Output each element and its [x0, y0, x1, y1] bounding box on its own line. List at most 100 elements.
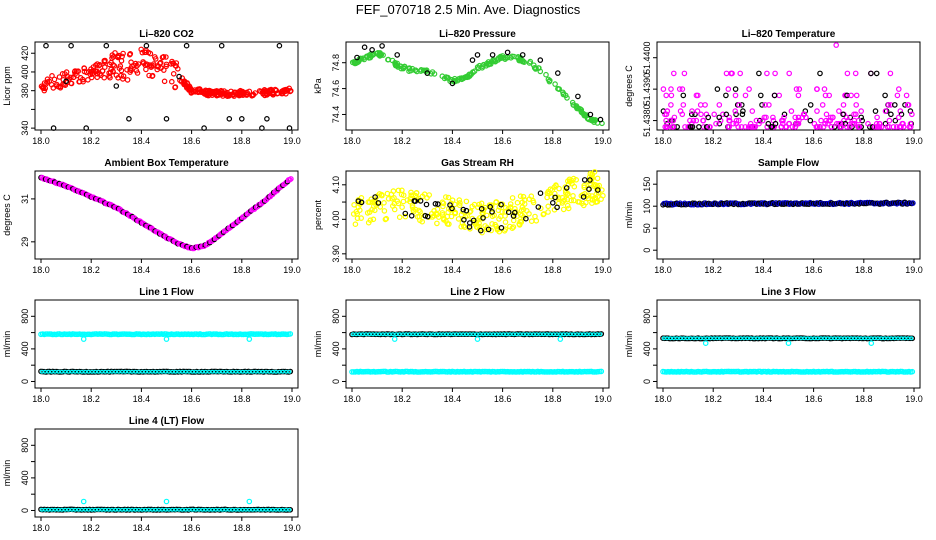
data-point: [680, 102, 687, 108]
data-point-alt: [143, 42, 150, 49]
data-point: [694, 108, 701, 114]
x-tick-label: 18.4: [755, 136, 773, 146]
data-point: [372, 197, 378, 203]
plot-frame: [34, 299, 299, 389]
data-point-spike: [80, 498, 87, 505]
panel-9: Line 3 Flow ml/min 18.0 18.2 18.4 18.6 18.8 19.…: [624, 287, 923, 404]
data-point: [788, 108, 795, 114]
x-tick-label: 18.6: [494, 136, 512, 146]
data-point: [706, 124, 713, 130]
data-point: [154, 63, 161, 69]
data-point-alt: [498, 201, 504, 208]
data-point: [497, 53, 504, 60]
x-tick-label: 18.0: [32, 523, 50, 533]
data-point-alt: [489, 52, 496, 58]
data-point: [463, 198, 470, 205]
x-tick-label: 18.2: [393, 394, 411, 404]
data-point: [124, 77, 131, 83]
data-point: [886, 117, 893, 124]
plot-frame: [345, 170, 610, 260]
panel-10: Line 4 (LT) Flow ml/min 18.0 18.2 18.4 18.6 18…: [2, 416, 301, 533]
data-point: [434, 220, 440, 227]
data-point: [884, 124, 891, 130]
data-point: [555, 194, 562, 201]
data-point: [669, 124, 675, 130]
data-point: [469, 203, 476, 210]
data-point: [149, 73, 156, 80]
data-point: [544, 194, 550, 201]
data-point: [469, 69, 476, 75]
data-point-overlap: [681, 336, 686, 341]
data-point: [517, 193, 524, 200]
x-tick-label: 18.6: [805, 136, 823, 146]
data-point: [897, 108, 904, 114]
data-point-overlap: [731, 336, 736, 341]
data-point: [391, 206, 398, 213]
data-point: [94, 74, 101, 81]
data-point-alt: [424, 70, 431, 76]
data-point: [580, 202, 587, 209]
x-tick-label: 18.6: [805, 394, 823, 404]
data-point: [772, 70, 778, 77]
data-point-dip: [391, 336, 398, 342]
data-point-alt: [432, 201, 439, 207]
data-point: [444, 221, 451, 227]
data-point: [840, 111, 846, 118]
data-point: [502, 209, 508, 215]
y-tick-label: 0: [20, 379, 30, 384]
data-point: [793, 120, 800, 127]
y-tick-label: 74.4: [331, 106, 341, 124]
data-point: [746, 86, 752, 92]
data-point: [723, 111, 730, 118]
data-point: [90, 68, 97, 74]
data-point: [664, 108, 671, 114]
data-point: [372, 199, 378, 205]
data-point: [509, 195, 516, 201]
data-point: [113, 72, 120, 79]
data-point: [399, 204, 405, 211]
data-point: [716, 114, 723, 121]
x-tick-label: 18.2: [82, 523, 100, 533]
x-tick-label: 18.4: [755, 265, 773, 275]
data-point: [792, 124, 799, 130]
data-point: [222, 90, 229, 96]
data-point-alt: [504, 49, 511, 56]
data-point-overlap: [541, 332, 546, 337]
data-point-alt: [575, 93, 581, 100]
data-point: [143, 66, 149, 73]
data-point: [885, 102, 892, 108]
data-point: [851, 111, 857, 118]
data-point: [128, 65, 134, 72]
data-point: [281, 87, 288, 93]
y-tick-label: 0: [20, 508, 30, 513]
panel-8: Line 2 Flow ml/min 18.0 18.2 18.4 18.6 18.8 19.…: [313, 287, 612, 404]
y-axis-label: ml/min: [313, 331, 323, 358]
data-point: [41, 80, 48, 86]
x-tick-label: 18.0: [654, 394, 672, 404]
x-tick-label: 18.6: [494, 394, 512, 404]
data-point: [395, 187, 402, 194]
data-point: [667, 117, 674, 124]
data-point: [445, 209, 451, 216]
data-points: [660, 199, 916, 208]
data-point: [379, 192, 385, 199]
data-point-alt: [587, 111, 594, 118]
data-point-overlap: [578, 332, 583, 337]
data-point-overlap: [758, 336, 763, 341]
data-point: [115, 54, 121, 60]
data-point-alt: [554, 70, 561, 76]
data-point: [161, 67, 167, 73]
data-point: [668, 86, 674, 92]
data-point-dip: [163, 336, 170, 342]
data-point: [565, 205, 572, 212]
data-point: [786, 120, 792, 127]
data-point: [814, 108, 820, 114]
data-point: [843, 114, 850, 121]
data-point: [400, 198, 407, 205]
data-point: [780, 117, 786, 124]
data-point: [440, 200, 447, 207]
y-axis-label: degrees C: [2, 194, 12, 236]
data-point: [287, 88, 294, 95]
data-point: [781, 111, 788, 118]
